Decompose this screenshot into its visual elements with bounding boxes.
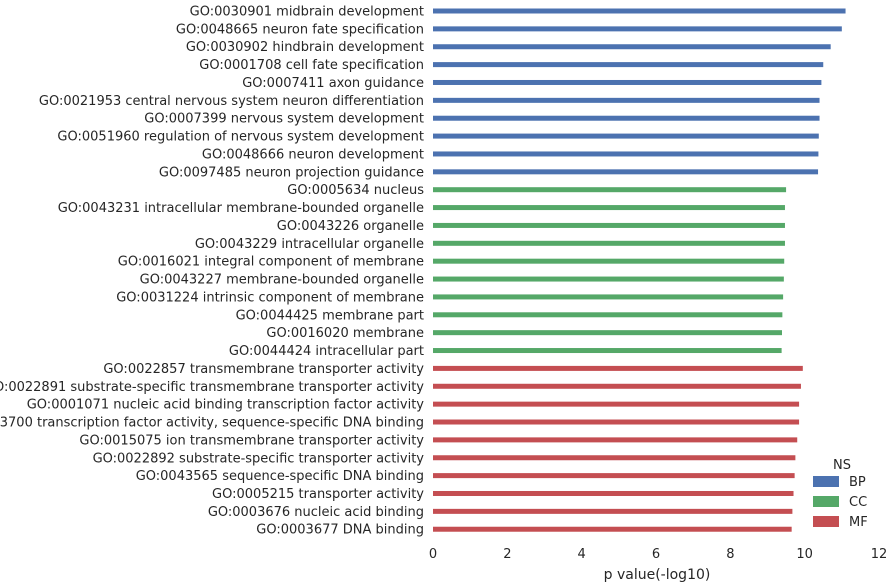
bar-mf bbox=[433, 473, 795, 479]
category-label: GO:0015075 ion transmembrane transporter… bbox=[79, 433, 424, 448]
category-label: GO:0022891 substrate-specific transmembr… bbox=[0, 380, 424, 395]
bars-group bbox=[433, 8, 846, 532]
bar-cc bbox=[433, 187, 787, 193]
legend-swatch-mf bbox=[813, 516, 839, 527]
x-tick-label: 8 bbox=[726, 547, 734, 562]
legend-label-cc: CC bbox=[849, 495, 867, 510]
bar-cc bbox=[433, 258, 785, 264]
bar-mf bbox=[433, 437, 798, 443]
category-label: GO:0043231 intracellular membrane-bounde… bbox=[58, 201, 424, 216]
bar-bp bbox=[433, 133, 819, 139]
legend: NS BP CC MF bbox=[813, 458, 868, 530]
bar-mf bbox=[433, 526, 792, 532]
bar-bp bbox=[433, 97, 820, 103]
category-label: GO:0016021 integral component of membran… bbox=[118, 255, 424, 270]
category-label: GO:0043226 organelle bbox=[277, 219, 424, 234]
category-label: GO:0097485 neuron projection guidance bbox=[159, 165, 424, 180]
category-label: GO:0005215 transporter activity bbox=[212, 487, 424, 502]
x-tick-label: 6 bbox=[652, 547, 660, 562]
bar-mf bbox=[433, 455, 796, 461]
x-tick-label: 4 bbox=[578, 547, 586, 562]
bar-mf bbox=[433, 419, 800, 425]
category-label: GO:0043229 intracellular organelle bbox=[195, 237, 424, 252]
bar-cc bbox=[433, 312, 783, 318]
category-label: GO:0043565 sequence-specific DNA binding bbox=[136, 469, 424, 484]
category-label: GO:0003676 nucleic acid binding bbox=[208, 505, 424, 520]
category-label: GO:0003700 transcription factor activity… bbox=[0, 416, 424, 431]
category-label: GO:0030901 midbrain development bbox=[190, 5, 424, 20]
bar-bp bbox=[433, 44, 831, 50]
category-label: GO:0005634 nucleus bbox=[287, 183, 424, 198]
category-label: GO:0001071 nucleic acid binding transcri… bbox=[27, 398, 425, 413]
legend-label-mf: MF bbox=[849, 515, 868, 530]
category-label: GO:0030902 hindbrain development bbox=[186, 40, 424, 55]
bar-bp bbox=[433, 62, 824, 68]
category-label: GO:0007399 nervous system development bbox=[144, 112, 424, 127]
bar-cc bbox=[433, 205, 785, 211]
bar-mf bbox=[433, 383, 801, 389]
legend-title: NS bbox=[833, 458, 851, 473]
bar-mf bbox=[433, 490, 794, 496]
bar-bp bbox=[433, 115, 820, 121]
category-label: GO:0048666 neuron development bbox=[202, 147, 424, 162]
x-tick-label: 10 bbox=[796, 547, 813, 562]
bar-mf bbox=[433, 365, 803, 371]
x-tick-label: 0 bbox=[429, 547, 437, 562]
bar-bp bbox=[433, 79, 822, 85]
category-label: GO:0048665 neuron fate specification bbox=[176, 22, 424, 37]
bar-cc bbox=[433, 222, 785, 228]
category-label: GO:0031224 intrinsic component of membra… bbox=[116, 290, 424, 305]
category-label: GO:0003677 DNA binding bbox=[256, 523, 424, 538]
legend-swatch-bp bbox=[813, 476, 839, 487]
category-label: GO:0043227 membrane-bounded organelle bbox=[140, 273, 424, 288]
category-label: GO:0044424 intracellular part bbox=[229, 344, 424, 359]
bar-cc bbox=[433, 294, 784, 300]
x-tick-label: 12 bbox=[871, 547, 888, 562]
category-label: GO:0016020 membrane bbox=[266, 326, 424, 341]
x-axis-title: p value(-log10) bbox=[604, 567, 711, 583]
bar-cc bbox=[433, 240, 785, 246]
bar-cc bbox=[433, 276, 784, 282]
category-label: GO:0051960 regulation of nervous system … bbox=[57, 130, 424, 145]
bar-mf bbox=[433, 508, 793, 514]
category-label: GO:0021953 central nervous system neuron… bbox=[39, 94, 424, 109]
legend-swatch-cc bbox=[813, 496, 839, 507]
bar-mf bbox=[433, 401, 800, 407]
bar-bp bbox=[433, 169, 819, 175]
category-label: GO:0044425 membrane part bbox=[236, 308, 424, 323]
bar-cc bbox=[433, 348, 782, 354]
legend-label-bp: BP bbox=[849, 475, 866, 490]
category-label: GO:0007411 axon guidance bbox=[242, 76, 424, 91]
bar-bp bbox=[433, 8, 846, 14]
bar-bp bbox=[433, 151, 819, 157]
x-tick-label: 2 bbox=[503, 547, 511, 562]
category-label: GO:0022857 transmembrane transporter act… bbox=[103, 362, 424, 377]
x-axis-ticks: 0 2 4 6 8 10 12 bbox=[429, 547, 887, 562]
category-label: GO:0001708 cell fate specification bbox=[199, 58, 424, 73]
bar-cc bbox=[433, 330, 782, 336]
category-label: GO:0022892 substrate-specific transporte… bbox=[93, 451, 425, 466]
category-labels: GO:0030901 midbrain development GO:004866… bbox=[0, 5, 424, 538]
bar-bp bbox=[433, 26, 842, 32]
